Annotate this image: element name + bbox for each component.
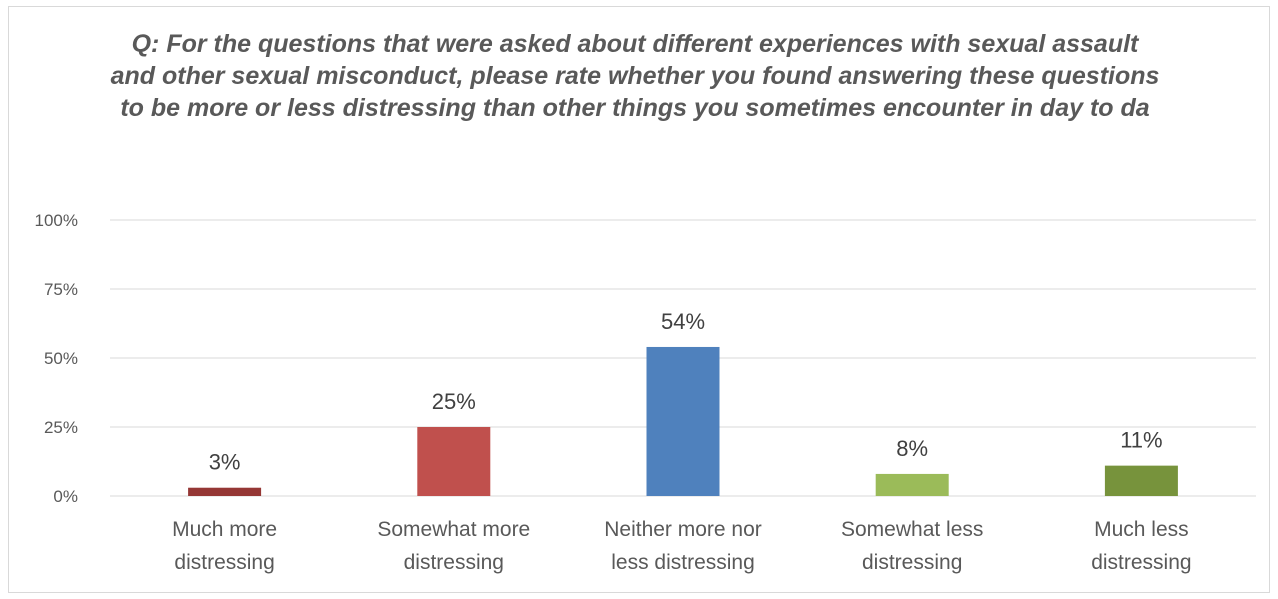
bar bbox=[875, 473, 949, 496]
y-tick-label: 100% bbox=[35, 211, 78, 230]
y-axis-tick-labels: 0% 25% 50% 75% 100% bbox=[35, 211, 78, 506]
bar bbox=[188, 487, 262, 496]
bar bbox=[1104, 465, 1178, 496]
y-tick-label: 75% bbox=[44, 280, 78, 299]
data-label: 11% bbox=[1120, 428, 1162, 453]
data-label: 8% bbox=[896, 436, 928, 461]
y-tick-label: 0% bbox=[53, 487, 78, 506]
data-label: 25% bbox=[432, 389, 476, 414]
category-label: distressing bbox=[1091, 551, 1191, 574]
category-label: distressing bbox=[862, 551, 962, 574]
data-label: 3% bbox=[209, 450, 241, 475]
bars bbox=[188, 346, 1178, 496]
y-tick-label: 25% bbox=[44, 418, 78, 437]
bar bbox=[417, 427, 491, 496]
category-label: less distressing bbox=[611, 551, 755, 574]
bar bbox=[646, 346, 720, 496]
category-label: distressing bbox=[404, 551, 504, 574]
category-label: Neither more nor bbox=[604, 518, 762, 541]
category-labels: Much more distressing Somewhat more distres… bbox=[172, 518, 1192, 574]
category-label: Much less bbox=[1094, 518, 1189, 541]
category-label: Somewhat more bbox=[377, 518, 530, 541]
category-label: Somewhat less bbox=[841, 518, 983, 541]
category-label: Much more bbox=[172, 518, 277, 541]
y-tick-label: 50% bbox=[44, 349, 78, 368]
data-label: 54% bbox=[661, 309, 705, 334]
data-labels: 3% 25% 54% 8% 11% bbox=[209, 309, 1163, 475]
chart-title: Q: For the questions that were asked abo… bbox=[110, 30, 1160, 122]
category-label: distressing bbox=[174, 551, 274, 574]
